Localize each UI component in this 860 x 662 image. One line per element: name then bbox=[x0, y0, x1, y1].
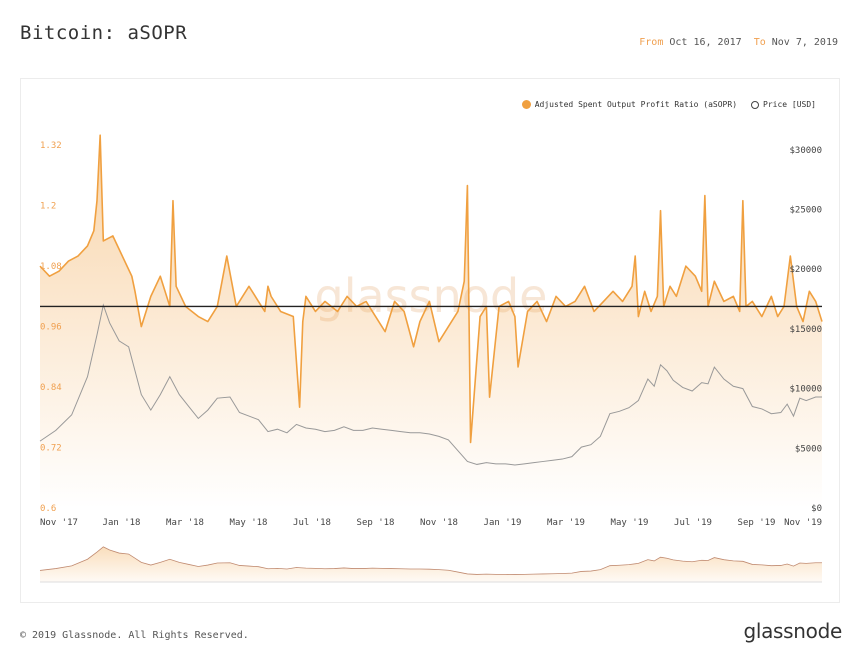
left-axis-tick-label: 0.84 bbox=[40, 383, 62, 393]
x-axis-tick-label: Nov '19 bbox=[784, 518, 822, 528]
left-axis-tick-label: 0.96 bbox=[40, 323, 62, 333]
left-axis-tick-label: 1.32 bbox=[40, 141, 62, 151]
navigator-area bbox=[40, 546, 822, 582]
price-line bbox=[39, 303, 822, 466]
x-axis-tick-label: Sep '19 bbox=[738, 518, 776, 528]
left-axis-tick-label: 1.08 bbox=[40, 262, 62, 272]
legend-item-asopr[interactable]: Adjusted Spent Output Profit Ratio (aSOP… bbox=[521, 100, 738, 109]
from-date[interactable]: Oct 16, 2017 bbox=[669, 37, 742, 48]
glassnode-logo[interactable]: glassnode bbox=[743, 619, 842, 643]
x-axis-tick-label: Jul '19 bbox=[674, 518, 712, 528]
legend-item-price[interactable]: Price [USD] bbox=[751, 100, 816, 109]
x-axis-tick-label: May '18 bbox=[230, 518, 268, 528]
asopr-line bbox=[39, 134, 823, 444]
x-axis-tick-label: Mar '18 bbox=[166, 518, 204, 528]
navigator-line bbox=[39, 546, 822, 575]
right-axis-tick-label: $0 bbox=[811, 504, 822, 514]
to-label: To bbox=[753, 37, 766, 48]
from-label: From bbox=[639, 37, 664, 48]
page-title: Bitcoin: aSOPR bbox=[20, 22, 188, 44]
right-axis-tick-label: $25000 bbox=[789, 206, 822, 216]
legend-label-asopr: Adjusted Spent Output Profit Ratio (aSOP… bbox=[534, 100, 738, 109]
right-axis-tick-label: $10000 bbox=[789, 385, 822, 395]
left-axis-tick-label: 0.72 bbox=[40, 444, 62, 454]
x-axis-tick-label: Jan '19 bbox=[484, 518, 522, 528]
right-axis-tick-label: $20000 bbox=[789, 265, 822, 275]
x-axis-tick-label: Jul '18 bbox=[293, 518, 331, 528]
chart-frame bbox=[20, 78, 840, 603]
x-axis-tick-label: Mar '19 bbox=[547, 518, 585, 528]
x-axis-tick-label: Sep '18 bbox=[357, 518, 395, 528]
date-range[interactable]: From Oct 16, 2017 To Nov 7, 2019 bbox=[639, 37, 838, 48]
asopr-area bbox=[40, 135, 822, 508]
x-axis-tick-label: Jan '18 bbox=[103, 518, 141, 528]
left-axis-tick-label: 0.6 bbox=[40, 504, 56, 514]
right-axis-tick-label: $30000 bbox=[789, 146, 822, 156]
x-axis-tick-label: May '19 bbox=[611, 518, 649, 528]
right-axis-tick-label: $15000 bbox=[789, 325, 822, 335]
x-axis-tick-label: Nov '18 bbox=[420, 518, 458, 528]
legend-label-price: Price [USD] bbox=[763, 100, 816, 109]
price-legend-ring-icon bbox=[751, 100, 760, 109]
to-date[interactable]: Nov 7, 2019 bbox=[771, 37, 838, 48]
copyright-footer: © 2019 Glassnode. All Rights Reserved. bbox=[20, 630, 249, 641]
legend: Adjusted Spent Output Profit Ratio (aSOP… bbox=[521, 100, 816, 109]
asopr-legend-dot-icon bbox=[521, 100, 531, 109]
left-axis-tick-label: 1.2 bbox=[40, 202, 56, 212]
right-axis-tick-label: $5000 bbox=[795, 444, 822, 454]
x-axis-tick-label: Nov '17 bbox=[40, 518, 78, 528]
